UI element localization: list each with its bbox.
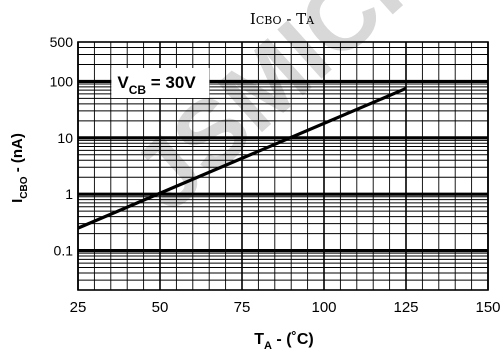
watermark: JSMICRO <box>112 0 504 231</box>
y-tick-label: 10 <box>57 130 73 146</box>
series-line-0 <box>77 86 407 230</box>
x-tick-label: 25 <box>70 299 87 316</box>
y-tick-label: 500 <box>50 34 74 50</box>
x-tick-label: 125 <box>393 299 418 316</box>
x-tick-label: 50 <box>152 299 169 316</box>
watermark-text: JSMICRO <box>112 0 504 231</box>
annotation-background <box>111 67 210 98</box>
x-tick-label: 150 <box>475 299 500 316</box>
y-axis-label: ICBO - (nA) <box>9 133 30 203</box>
chart-title: ICBO - TA <box>250 10 315 28</box>
x-tick-label: 75 <box>234 299 251 316</box>
y-tick-label: 100 <box>50 73 74 89</box>
x-tick-label: 100 <box>311 299 336 316</box>
series-layer: VCB = 30V <box>77 67 407 230</box>
annotation-label: VCB = 30V <box>117 73 196 97</box>
y-tick-label: 0.1 <box>54 243 74 259</box>
axis-labels: 25 50 75 100 125 150 0.1 1 10 100 500 ICBO - TA TA -… <box>9 10 501 352</box>
plot-border <box>77 41 489 291</box>
x-axis-label: TA - (˚C) <box>254 331 314 352</box>
y-tick-label: 1 <box>65 186 73 202</box>
plot-frame <box>77 41 489 291</box>
